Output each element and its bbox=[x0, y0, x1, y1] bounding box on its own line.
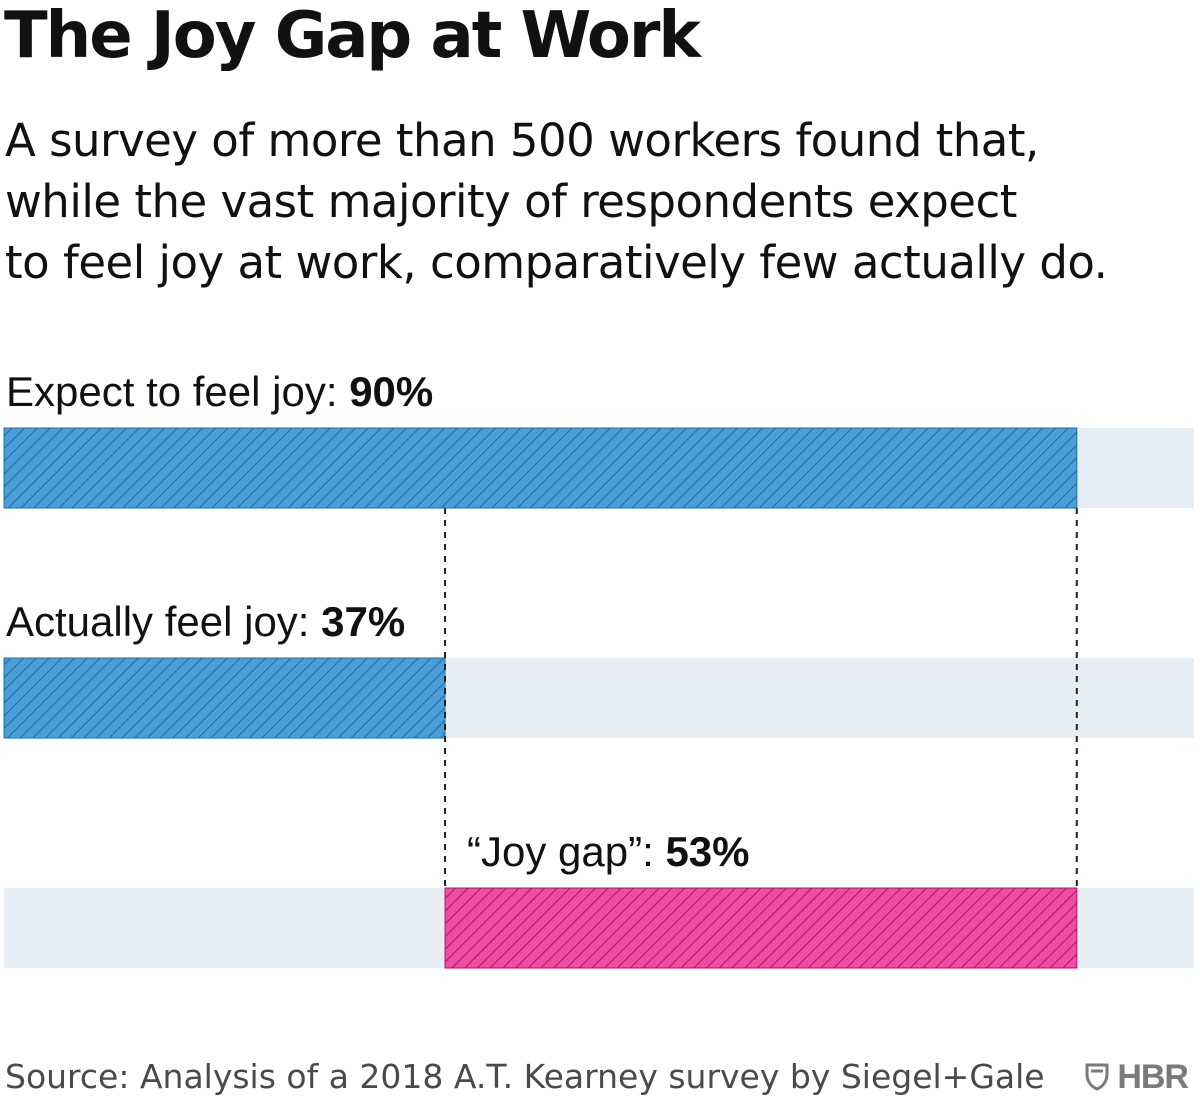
hbr-brand: HBR bbox=[1085, 1058, 1189, 1096]
subtitle-line-2: while the vast majority of respondents e… bbox=[5, 175, 1017, 228]
bar-value-label-1: 90% bbox=[349, 368, 433, 415]
bar-label-text-3: “Joy gap”: bbox=[467, 828, 665, 875]
subtitle-line-3: to feel joy at work, comparatively few a… bbox=[5, 236, 1108, 289]
bar-value-label-3: 53% bbox=[665, 828, 749, 875]
bar-label-text-1: Expect to feel joy: bbox=[6, 368, 349, 415]
bar-label-text-2: Actually feel joy: bbox=[6, 598, 321, 645]
chart-title: The Joy Gap at Work bbox=[4, 0, 701, 73]
chart-subtitle: A survey of more than 500 workers found … bbox=[5, 110, 1155, 293]
bar-1 bbox=[3, 427, 1078, 509]
bar-label-1: Expect to feel joy: 90% bbox=[6, 368, 433, 415]
joy-gap-bar-chart: Expect to feel joy: 90% Actually feel joy… bbox=[3, 368, 1194, 969]
source-note: Source: Analysis of a 2018 A.T. Kearney … bbox=[5, 1057, 1045, 1096]
bar-2 bbox=[3, 657, 446, 739]
bar-3 bbox=[444, 887, 1078, 969]
bar-label-2: Actually feel joy: 37% bbox=[6, 598, 405, 645]
brand-text: HBR bbox=[1117, 1058, 1189, 1096]
bar-value-label-2: 37% bbox=[321, 598, 405, 645]
shield-icon bbox=[1085, 1063, 1109, 1091]
subtitle-line-1: A survey of more than 500 workers found … bbox=[5, 114, 1039, 167]
bar-label-3: “Joy gap”: 53% bbox=[467, 828, 749, 875]
